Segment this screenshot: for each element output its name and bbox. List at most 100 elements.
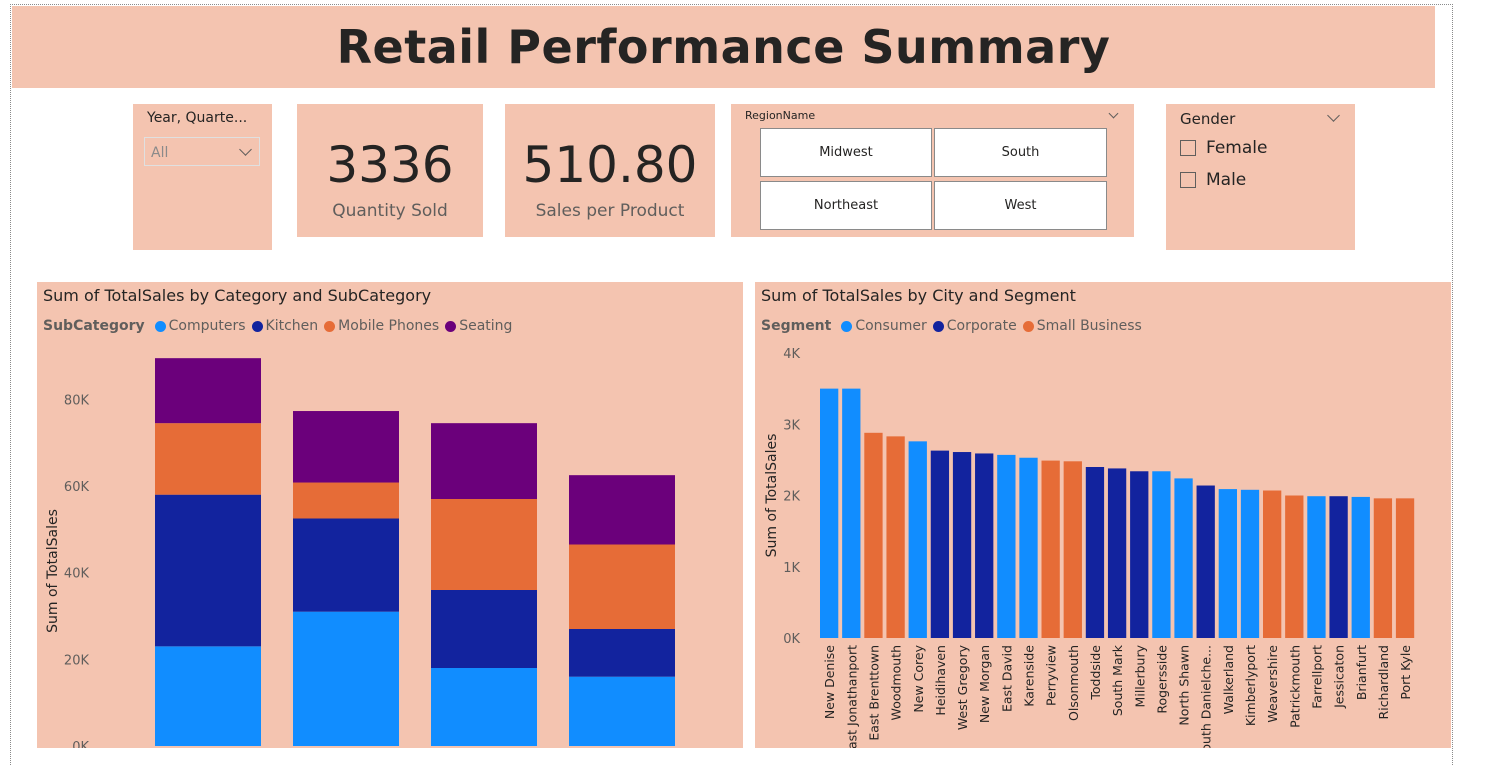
bar-corporate xyxy=(1196,485,1215,638)
region-tile-midwest[interactable]: Midwest xyxy=(760,128,932,177)
x-tick-label: ast Jonathanport xyxy=(844,645,859,748)
x-tick-label: West Gregory xyxy=(955,644,970,730)
legend-dot-icon xyxy=(251,320,263,332)
bar-consumer xyxy=(1218,489,1237,638)
x-tick-label: Weavershire xyxy=(1265,645,1280,723)
legend-item[interactable]: Consumer xyxy=(841,318,927,334)
gender-option-male[interactable]: Male xyxy=(1180,169,1246,191)
x-tick-label: Patrickmouth xyxy=(1287,645,1302,728)
gender-option-female[interactable]: Female xyxy=(1180,137,1267,159)
y-tick-label: 60K xyxy=(64,480,90,495)
x-tick-label: Toddside xyxy=(1088,645,1103,701)
bar-consumer xyxy=(997,454,1016,638)
bar-small-business xyxy=(864,432,883,638)
legend-label: Seating xyxy=(459,318,513,334)
legend-item[interactable]: Small Business xyxy=(1022,318,1142,334)
x-tick-label: Olsonmouth xyxy=(1066,645,1081,721)
x-tick-label: New Morgan xyxy=(977,645,992,723)
y-tick-label: 80K xyxy=(64,393,90,408)
kpi-label: Sales per Product xyxy=(535,201,685,221)
checkbox[interactable] xyxy=(1180,172,1196,188)
legend-label: Kitchen xyxy=(265,318,319,334)
legend-item[interactable]: Seating xyxy=(445,318,512,334)
x-tick-label: Jessicaton xyxy=(1332,645,1347,709)
year-quarter-dropdown[interactable]: All xyxy=(144,137,260,166)
x-tick-label: outh Danielche... xyxy=(1199,645,1214,748)
bar-segment-seating xyxy=(431,423,537,499)
y-tick-label: 3K xyxy=(783,418,800,433)
region-tile-northeast[interactable]: Northeast xyxy=(760,181,932,230)
bar-consumer xyxy=(820,388,839,638)
chevron-down-icon xyxy=(239,143,252,156)
bar-corporate xyxy=(975,453,994,638)
x-tick-label: Rogersside xyxy=(1154,645,1169,714)
bar-consumer xyxy=(1240,489,1260,638)
bar-segment-computers xyxy=(569,676,675,746)
y-tick-label: 0K xyxy=(72,740,89,748)
chart-legend: Segment Consumer Corporate Small Busines… xyxy=(761,318,1148,334)
x-tick-label: Karenside xyxy=(1022,645,1037,707)
bar-consumer xyxy=(842,388,861,638)
bar-consumer xyxy=(1152,471,1171,638)
y-tick-label: 20K xyxy=(64,653,90,668)
x-tick-label: Richardland xyxy=(1376,645,1391,719)
slicer-title: Gender xyxy=(1180,110,1236,128)
legend-label: Mobile Phones xyxy=(338,318,440,334)
bar-segment-kitchen xyxy=(155,494,261,647)
chevron-down-icon[interactable] xyxy=(1108,108,1119,119)
legend-item[interactable]: Kitchen xyxy=(251,318,319,334)
bar-corporate xyxy=(930,450,950,638)
region-tile-south[interactable]: South xyxy=(934,128,1107,177)
region-tile-west[interactable]: West xyxy=(934,181,1107,230)
bar-corporate xyxy=(952,452,972,638)
bar-corporate xyxy=(1329,496,1348,638)
bar-consumer xyxy=(1307,496,1326,638)
bar-corporate xyxy=(1085,467,1105,638)
legend-item[interactable]: Mobile Phones xyxy=(324,318,439,334)
bar-consumer xyxy=(1174,478,1193,638)
legend-dot-icon xyxy=(1022,320,1034,332)
x-tick-label: Farrellport xyxy=(1309,645,1324,709)
legend-dot-icon xyxy=(841,320,853,332)
legend-item[interactable]: Corporate xyxy=(932,318,1017,334)
bar-small-business xyxy=(1041,460,1060,638)
chevron-down-icon[interactable] xyxy=(1327,109,1340,122)
dropdown-value: All xyxy=(151,145,169,161)
bar-segment-computers xyxy=(155,646,261,746)
legend-label: Consumer xyxy=(855,318,927,334)
y-tick-label: 0K xyxy=(783,632,800,647)
chart-title: Sum of TotalSales by City and Segment xyxy=(761,286,1076,305)
y-axis-title: Sum of TotalSales xyxy=(764,434,780,558)
x-tick-label: South Mark xyxy=(1110,644,1125,716)
bar-consumer xyxy=(908,441,927,638)
x-tick-label: Brianfurt xyxy=(1354,645,1369,700)
bar-segment-seating xyxy=(569,475,675,545)
bar-segment-mobile-phones xyxy=(155,423,261,495)
x-tick-label: Walkerland xyxy=(1221,645,1236,714)
legend-dot-icon xyxy=(932,320,944,332)
y-tick-label: 4K xyxy=(783,347,800,362)
kpi-value: 510.80 xyxy=(522,136,698,194)
bar-segment-mobile-phones xyxy=(293,482,399,519)
bar-consumer xyxy=(1019,457,1038,638)
legend-label: Small Business xyxy=(1036,318,1142,334)
chart-legend: SubCategory Computers Kitchen Mobile Pho… xyxy=(43,318,518,334)
report-canvas-border xyxy=(10,4,1453,765)
bar-small-business xyxy=(1263,490,1282,638)
bar-segment-computers xyxy=(293,611,399,746)
legend-item[interactable]: Computers xyxy=(154,318,246,334)
bar-small-business xyxy=(1063,461,1082,638)
checkbox-label: Female xyxy=(1206,138,1268,158)
y-tick-label: 2K xyxy=(783,490,800,505)
checkbox[interactable] xyxy=(1180,140,1196,156)
x-tick-label: Heidihaven xyxy=(933,645,948,716)
legend-dot-icon xyxy=(324,320,336,332)
bar-corporate xyxy=(1107,468,1127,638)
y-tick-label: 40K xyxy=(64,567,90,582)
stacked-bar-chart: 0K 20K 40K 60K 80K Sum of TotalSales xyxy=(45,358,675,748)
bar-segment-kitchen xyxy=(569,629,675,677)
bar-segment-mobile-phones xyxy=(431,499,537,590)
bar-segment-computers xyxy=(431,668,537,746)
bar-small-business xyxy=(1285,495,1304,638)
bar-small-business xyxy=(1373,498,1393,638)
